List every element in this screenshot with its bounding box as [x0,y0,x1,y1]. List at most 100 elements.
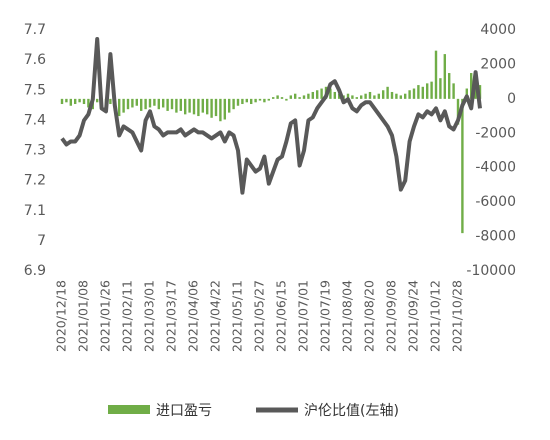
x-tick-label: 2021/07/01 [296,280,311,352]
x-tick-label: 2021/08/20 [362,280,377,352]
y-tick-label: 7.5 [24,82,46,98]
bar [258,98,262,101]
bar [188,98,191,113]
y-tick-label: 6.9 [24,263,46,279]
x-tick-label: 2021/03/17 [164,280,179,352]
bar [126,98,130,110]
legend-label: 进口盈亏 [156,403,212,419]
bar [192,98,196,115]
bar [175,98,178,113]
bar [417,85,420,99]
y2-tick-label: 4000 [480,22,516,38]
bar [267,98,270,101]
bar [461,98,464,234]
legend-label: 沪伦比值(左轴) [304,403,399,419]
bar [254,98,257,103]
bar [87,98,90,108]
bar [456,98,460,125]
bar [153,98,156,106]
bar [377,93,380,99]
x-tick-label: 2021/06/15 [274,280,289,352]
bar [386,86,389,99]
bar [109,98,112,105]
y2-tick-label: -8000 [475,229,516,245]
bar [329,88,332,99]
bar [338,93,341,99]
bar [404,93,407,99]
bar [162,98,165,108]
y-tick-label: 7 [37,233,46,249]
bar [232,98,235,110]
bar [448,73,451,99]
x-tick-label: 2021/01/26 [98,280,113,352]
bar [426,83,429,99]
bar [302,95,306,99]
x-tick-label: 2021/05/11 [230,280,245,352]
y2-tick-label: -6000 [475,194,516,210]
bar [382,90,385,99]
bar [452,83,455,99]
bar [298,97,301,99]
bar [241,98,244,105]
x-tick-label: 2021/08/04 [340,280,355,352]
y2-tick-label: 0 [507,91,516,107]
bar [289,95,292,99]
bar [399,95,402,99]
bar [294,93,297,99]
y-tick-label: 7.2 [24,173,46,189]
bar [474,81,477,99]
bar [373,95,376,99]
x-tick-label: 2021/10/28 [450,280,465,352]
x-tick-label: 2021/07/19 [318,280,333,352]
y-tick-label: 7.4 [24,112,46,128]
bar [360,95,363,99]
x-tick-label: 2021/02/11 [120,280,135,352]
bar [368,91,372,99]
y-tick-label: 7.1 [24,203,46,219]
y2-tick-label: -10000 [466,263,516,279]
bar [263,98,266,103]
bar [228,98,231,113]
bar [320,88,323,99]
bar [439,78,442,99]
bar [214,98,218,117]
bar [443,54,446,99]
bar [201,98,204,113]
bar [148,98,152,108]
bar [276,95,279,99]
bar [78,98,81,103]
bar [144,98,147,110]
bar [307,93,310,99]
bar [131,98,134,108]
bar [69,98,72,106]
bar [470,73,473,99]
bar [355,97,358,99]
x-tick-label: 2021/10/12 [428,280,443,352]
bar [333,91,336,99]
x-tick-label: 2021/03/01 [142,280,157,352]
x-tick-label: 2020/12/18 [54,280,69,352]
y-tick-label: 7.7 [24,22,46,38]
legend-swatch [108,405,150,414]
y-tick-label: 7.6 [24,52,46,68]
bar [96,98,99,103]
y2-tick-label: -2000 [475,125,516,141]
bar [311,91,314,99]
bar [166,98,169,111]
bar [272,97,275,99]
bar [285,98,288,101]
bar [408,90,411,99]
bar [65,98,68,103]
bar [351,95,354,99]
bar [74,98,77,105]
bar [170,98,174,110]
bar [434,50,438,99]
bar [390,91,394,99]
y2-tick-label: -4000 [475,160,516,176]
y2-tick-label: 2000 [480,56,516,72]
x-tick-label: 2021/09/24 [406,280,421,352]
bar [236,98,240,106]
bar [245,98,248,103]
bar [364,93,367,99]
bar [280,97,284,99]
